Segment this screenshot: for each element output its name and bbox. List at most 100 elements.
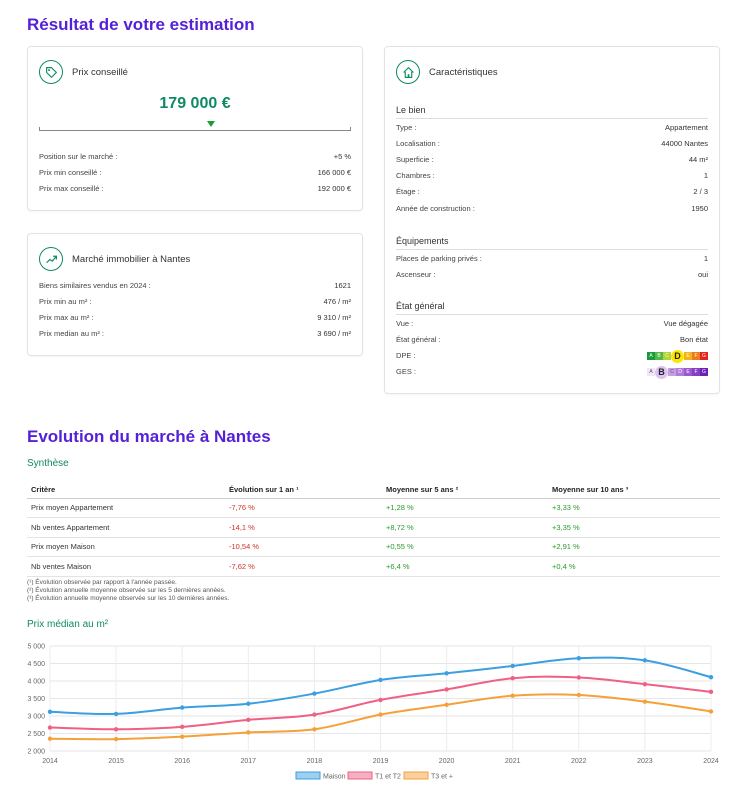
y-tick-label: 3 000 <box>27 714 45 721</box>
dpe-grade-b: B <box>655 352 663 360</box>
column-header: Évolution sur 1 an ¹ <box>225 481 382 499</box>
table-cell: Prix moyen Appartement <box>27 498 225 518</box>
data-point-t3-et- <box>510 693 515 698</box>
synthese-table: Critère Évolution sur 1 an ¹ Moyenne sur… <box>27 481 720 577</box>
data-point-t1-et-t2 <box>510 676 515 681</box>
data-point-t3-et- <box>444 702 449 707</box>
column-header: Moyenne sur 5 ans ² <box>382 481 548 499</box>
data-point-t3-et- <box>246 730 251 735</box>
trend-up-icon <box>39 247 63 271</box>
prix-card-title: Prix conseillé <box>72 66 128 78</box>
legend-label: T1 et T2 <box>375 774 401 781</box>
dpe-grade-d: D <box>671 349 684 363</box>
data-point-maison <box>113 711 119 717</box>
etat-row: État général : Bon état <box>396 335 708 344</box>
footnote: (²) Évolution annuelle moyenne observée … <box>27 587 226 594</box>
table-cell: +0,4 % <box>548 556 720 577</box>
ges-grade-a: A <box>647 368 655 376</box>
ges-grade-d: D <box>676 368 684 376</box>
data-point-t1-et-t2 <box>708 689 714 695</box>
bien-row: Étage :2 / 3 <box>396 187 708 196</box>
footnote: (³) Évolution annuelle moyenne observée … <box>27 595 230 602</box>
prix-row: Position sur le marché : +5 % <box>39 152 351 161</box>
ges-grade-f: F <box>692 368 700 376</box>
legend-swatch <box>295 771 321 780</box>
chart-title: Prix médian au m² <box>27 619 109 630</box>
data-point-maison <box>246 701 251 706</box>
data-point-t3-et- <box>180 734 185 739</box>
table-cell: +3,33 % <box>548 498 720 518</box>
table-row: Prix moyen Appartement -7,76 % +1,28 % +… <box>27 498 720 518</box>
table-cell: Nb ventes Appartement <box>27 517 225 538</box>
data-point-maison <box>47 709 53 714</box>
gauge-marker-icon <box>207 121 215 127</box>
table-cell: +8,72 % <box>382 517 548 538</box>
footnote: (¹) Évolution observée par rapport à l'a… <box>27 579 177 586</box>
dpe-grade-e: E <box>684 352 692 360</box>
data-point-t1-et-t2 <box>47 725 53 730</box>
marche-card: Marché immobilier à Nantes Biens similai… <box>27 233 363 356</box>
data-point-maison <box>180 705 185 710</box>
bien-row: Année de construction :1950 <box>396 204 708 213</box>
marche-row: Prix min au m² :476 / m² <box>39 297 351 306</box>
marche-row: Prix max au m² :9 310 / m² <box>39 313 351 322</box>
section-title-bien: Le bien <box>396 105 708 119</box>
table-cell: -7,62 % <box>225 556 382 577</box>
legend-label: Maison <box>323 774 346 781</box>
legend-swatch <box>347 771 373 780</box>
equip-row: Ascenseur : oui <box>396 270 708 279</box>
data-point-maison <box>708 674 714 680</box>
data-point-t3-et- <box>378 712 383 717</box>
y-tick-label: 2 000 <box>27 749 45 756</box>
bien-row: Localisation :44000 Nantes <box>396 139 708 148</box>
x-tick-label: 2016 <box>174 758 190 765</box>
y-tick-label: 2 500 <box>27 731 45 738</box>
y-tick-label: 4 000 <box>27 679 45 686</box>
table-cell: +2,91 % <box>548 537 720 557</box>
legend-swatch <box>403 771 429 780</box>
table-cell: +3,35 % <box>548 517 720 538</box>
ges-grade-e: E <box>684 368 692 376</box>
data-point-t1-et-t2 <box>444 687 449 692</box>
section-title-etat: État général <box>396 301 708 315</box>
y-tick-label: 5 000 <box>27 644 45 651</box>
table-row: Nb ventes Maison -7,62 % +6,4 % +0,4 % <box>27 556 720 577</box>
marche-card-title: Marché immobilier à Nantes <box>72 253 191 265</box>
ges-grade-c: C <box>668 368 676 376</box>
table-cell: +0,55 % <box>382 537 548 557</box>
x-tick-label: 2021 <box>505 758 521 765</box>
x-tick-label: 2023 <box>637 758 653 765</box>
table-cell: -10,54 % <box>225 537 382 557</box>
data-point-t1-et-t2 <box>576 675 581 680</box>
section-title-equipements: Équipements <box>396 236 708 250</box>
table-cell: -7,76 % <box>225 498 382 518</box>
table-cell: +6,4 % <box>382 556 548 577</box>
x-tick-label: 2014 <box>42 758 58 765</box>
x-tick-label: 2022 <box>571 758 587 765</box>
caracteristiques-card: Caractéristiques Le bien Type : Apparteme… <box>384 46 720 394</box>
table-header-row: Critère Évolution sur 1 an ¹ Moyenne sur… <box>27 481 720 499</box>
x-tick-label: 2018 <box>307 758 323 765</box>
data-point-maison <box>444 671 449 676</box>
bien-row: Chambres :1 <box>396 171 708 180</box>
marche-row: Biens similaires vendus en 2024 :1621 <box>39 281 351 290</box>
marche-row: Prix median au m² :3 690 / m² <box>39 329 351 338</box>
prix-card: Prix conseillé 179 000 € Position sur le… <box>27 46 363 211</box>
prix-row: Prix max conseillé :192 000 € <box>39 184 351 193</box>
y-tick-label: 4 500 <box>27 661 45 668</box>
x-tick-label: 2019 <box>373 758 389 765</box>
prix-median-chart: 2 000 2 500 3 000 3 500 4 000 4 500 5 000 2014 2… <box>27 644 718 781</box>
column-header: Moyenne sur 10 ans ³ <box>548 481 720 499</box>
carac-card-title: Caractéristiques <box>429 66 498 78</box>
data-point-maison <box>378 677 383 683</box>
data-point-maison <box>312 691 317 696</box>
equip-row: Places de parking privés :1 <box>396 254 708 263</box>
legend-label: T3 et + <box>431 774 453 781</box>
ges-grade-g: G <box>700 368 708 376</box>
table-cell: Prix moyen Maison <box>27 537 225 557</box>
home-icon <box>396 60 420 84</box>
